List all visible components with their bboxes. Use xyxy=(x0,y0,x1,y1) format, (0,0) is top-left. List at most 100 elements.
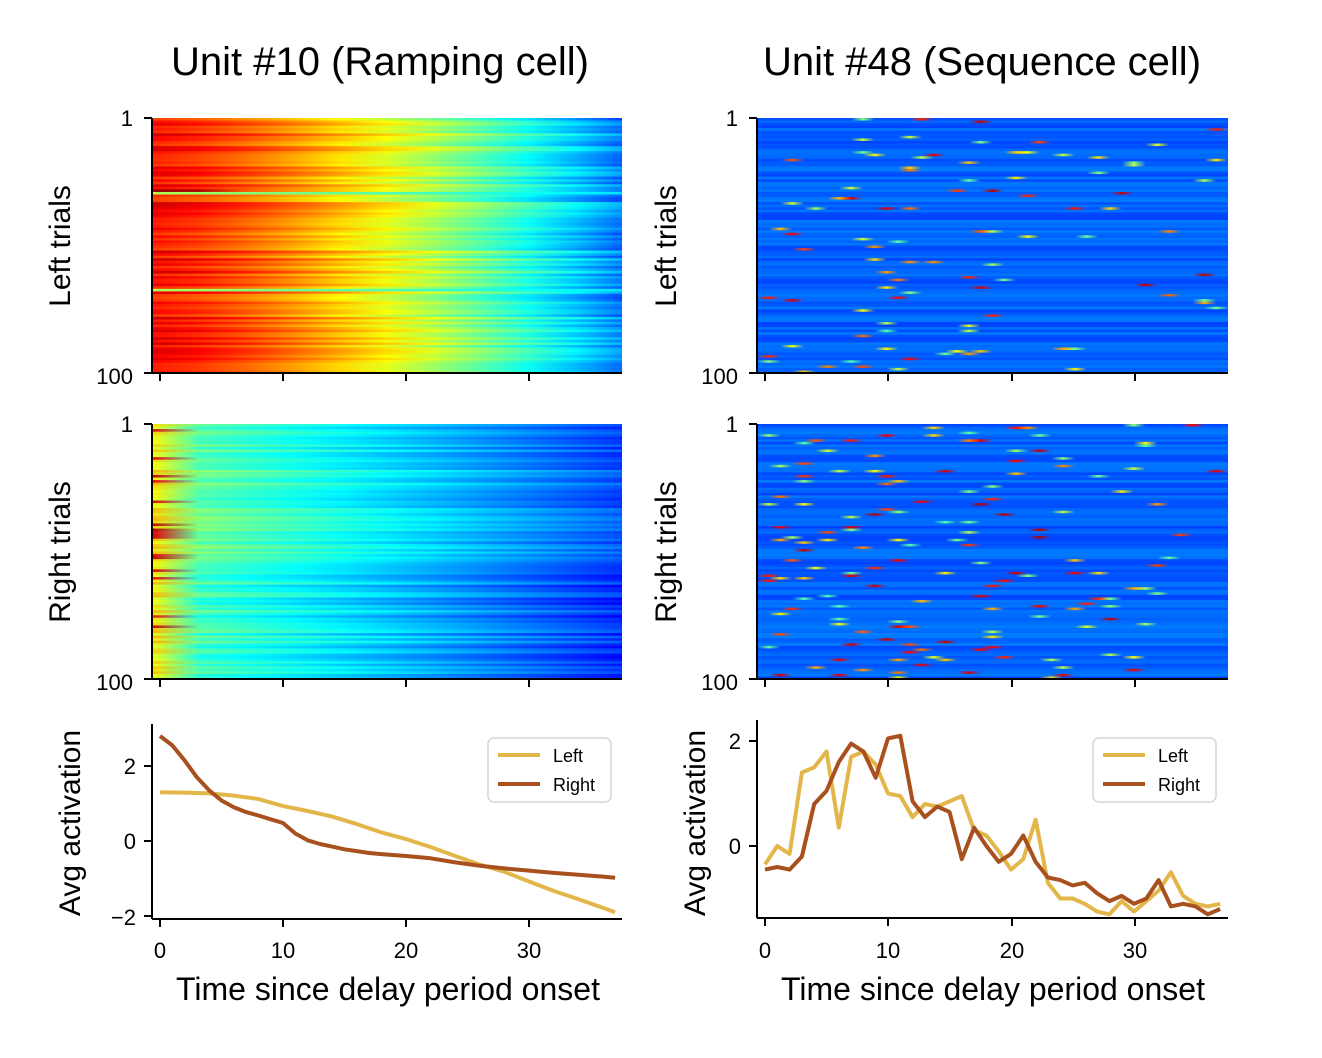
unit48-right-trials-heatmap-row xyxy=(757,446,1228,451)
unit48-right-trials-heatmap-row xyxy=(757,554,1228,558)
undefined-row xyxy=(152,508,622,512)
undefined-row xyxy=(152,253,622,257)
unit48-left-trials-heatmap-row xyxy=(757,263,1228,267)
undefined-row xyxy=(152,559,622,563)
unit48-right-trials-heatmap-row xyxy=(757,464,1228,468)
unit10-right-series-line xyxy=(158,734,616,880)
undefined-row xyxy=(152,574,622,578)
undefined-row xyxy=(152,548,622,553)
unit48-right-trials-heatmap-row xyxy=(757,566,1228,570)
undefined-row xyxy=(152,615,622,619)
undefined-row xyxy=(152,661,622,665)
undefined-row xyxy=(152,268,622,272)
unit48-right-trials-heatmap-row xyxy=(757,429,1228,433)
unit10-left-ytick-top: 1 xyxy=(121,106,133,131)
unit48-legend-right-label: Right xyxy=(1158,775,1200,795)
unit48-right-trials-heatmap-row xyxy=(757,643,1228,647)
unit48-right-trials-heatmap-row xyxy=(757,515,1228,519)
unit48-left-trials-heatmap-row xyxy=(757,255,1228,259)
undefined-row xyxy=(152,505,622,509)
undefined-row xyxy=(152,579,622,583)
unit48-right-trials-heatmap-row xyxy=(757,589,1228,593)
unit48-right-trials-heatmap-row xyxy=(757,599,1228,604)
unit48-left-trials-heatmap-row xyxy=(757,194,1228,198)
undefined-row xyxy=(152,128,622,132)
undefined-row xyxy=(152,630,622,634)
unit48-right-trials-heatmap-row xyxy=(757,487,1228,491)
undefined-row xyxy=(152,245,622,249)
undefined-row xyxy=(152,607,622,611)
unit48-left-trials-heatmap-row xyxy=(757,260,1228,264)
unit48-left-trials-heatmap-row xyxy=(757,220,1228,224)
undefined-row xyxy=(152,444,622,448)
unit48-right-trials-heatmap-row xyxy=(757,439,1228,443)
undefined-row xyxy=(152,477,622,481)
undefined-row xyxy=(152,518,622,522)
undefined-row xyxy=(152,587,622,591)
unit48-left-trials-heatmap-row xyxy=(757,156,1228,160)
unit48-right-trials-heatmap-row xyxy=(757,658,1228,662)
undefined-row xyxy=(152,643,622,647)
unit48-right-trials-heatmap-row xyxy=(757,444,1228,448)
undefined-row xyxy=(152,653,622,657)
undefined-row xyxy=(152,668,622,672)
unit10-xtick: 20 xyxy=(394,938,418,963)
unit48-right-trials-heatmap-row xyxy=(757,472,1228,476)
unit48-right-trials-heatmap-row xyxy=(757,520,1228,525)
unit48-left-trials-heatmap-row xyxy=(757,128,1228,132)
undefined-row xyxy=(152,283,622,287)
undefined-row xyxy=(152,273,622,277)
undefined-row xyxy=(152,599,622,604)
undefined-row xyxy=(152,434,622,438)
unit48-left-trials-heatmap-row xyxy=(757,232,1228,236)
unit48-left-trials-heatmap-row xyxy=(757,125,1228,129)
undefined-row xyxy=(152,487,622,491)
undefined-row xyxy=(152,666,622,670)
unit10-legend: Left Right xyxy=(487,737,612,803)
unit48-left-trials-heatmap-row xyxy=(757,143,1228,147)
unit48-left-trials-heatmap-row xyxy=(757,138,1228,142)
unit48-right-trials-heatmap-row xyxy=(757,528,1228,532)
unit48-right-trials-heatmap-row xyxy=(757,607,1228,611)
undefined-row xyxy=(152,263,622,267)
unit10-right-trials-ylabel: Right trials xyxy=(44,481,77,623)
unit48-left-trials-heatmap-row xyxy=(757,324,1228,328)
undefined-row xyxy=(152,248,622,252)
undefined-row xyxy=(152,184,622,188)
unit48-right-trials-heatmap-row xyxy=(757,508,1228,512)
undefined-row xyxy=(152,176,622,180)
unit10-avg-ytick: −2 xyxy=(111,905,136,930)
undefined-row xyxy=(152,197,622,201)
undefined-row xyxy=(152,612,622,616)
undefined-row xyxy=(152,597,622,601)
undefined-row xyxy=(152,135,622,139)
unit10-avg-ytick: 0 xyxy=(124,829,136,854)
unit48-left-trials-heatmap-row xyxy=(757,248,1228,252)
unit10-avg-ytick: 2 xyxy=(124,754,136,779)
undefined-row xyxy=(152,495,622,499)
unit48-right-trials-heatmap-row xyxy=(757,459,1228,463)
unit48-right-trials-heatmap-row xyxy=(757,635,1228,639)
undefined-row xyxy=(152,161,622,165)
unit48-right-trials-heatmap-row xyxy=(757,480,1228,484)
unit48-left-trials-heatmap-row xyxy=(757,258,1228,262)
undefined-row xyxy=(152,475,622,479)
unit48-right-trials-heatmap-row xyxy=(757,587,1228,591)
unit48-right-trials-heatmap-row xyxy=(757,577,1228,581)
undefined-row xyxy=(152,424,622,428)
undefined-row xyxy=(152,564,622,568)
undefined-row xyxy=(152,174,622,178)
unit10-left-ytick-bottom: 100 xyxy=(96,364,133,389)
unit48-right-trials-heatmap-row xyxy=(757,579,1228,583)
undefined-row xyxy=(152,286,622,290)
unit10-xtick: 30 xyxy=(517,938,541,963)
undefined-row xyxy=(152,503,622,507)
unit48-right-trials-heatmap-row xyxy=(757,668,1228,672)
unit48-left-trials-heatmap-row xyxy=(757,250,1228,254)
unit48-left-trials-heatmap-row xyxy=(757,342,1228,346)
unit10-left-trials-heatmap xyxy=(152,118,622,374)
undefined-row xyxy=(152,306,622,310)
unit48-left-trials-heatmap-row xyxy=(757,301,1228,305)
undefined-row xyxy=(152,459,622,463)
undefined-row xyxy=(152,222,622,226)
